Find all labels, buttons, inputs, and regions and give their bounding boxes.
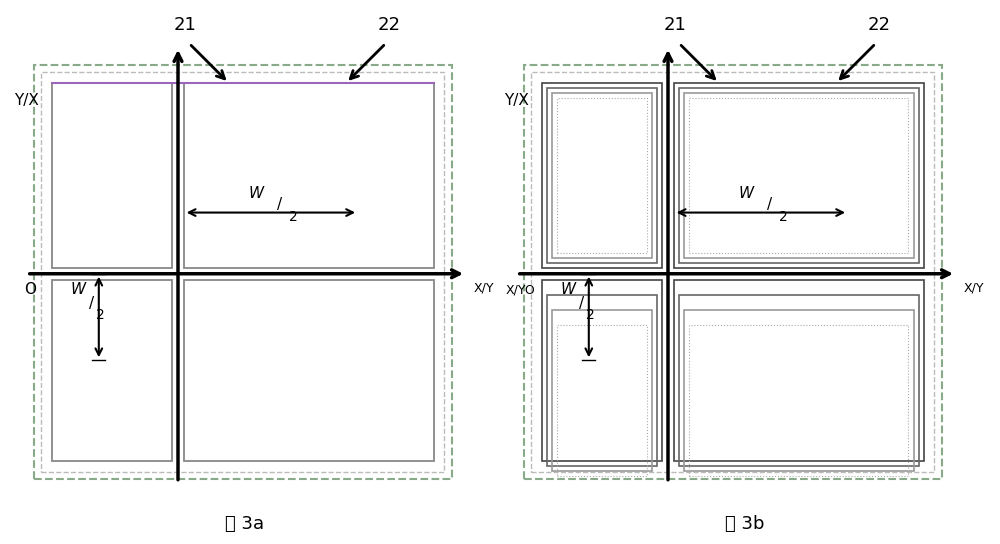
Text: $W$: $W$: [738, 185, 756, 201]
Bar: [674, 280, 924, 461]
Text: 图 3a: 图 3a: [225, 515, 265, 533]
Bar: [524, 65, 942, 479]
Text: /: /: [579, 296, 584, 311]
Bar: [552, 93, 652, 258]
Text: X/Y: X/Y: [473, 282, 494, 295]
Bar: [542, 280, 662, 461]
Text: Y/X: Y/X: [504, 94, 529, 108]
Bar: [689, 98, 908, 253]
Text: /: /: [277, 197, 282, 212]
Bar: [547, 88, 657, 263]
Text: 图 3b: 图 3b: [725, 515, 765, 533]
Text: $W$: $W$: [248, 185, 266, 201]
Text: $W$: $W$: [70, 281, 87, 297]
Bar: [684, 93, 914, 258]
Bar: [184, 280, 434, 461]
Text: X/YO: X/YO: [506, 283, 535, 296]
Text: 2: 2: [96, 308, 105, 322]
Bar: [552, 310, 652, 471]
Bar: [531, 72, 934, 472]
Text: /: /: [767, 197, 772, 212]
Text: 2: 2: [779, 210, 788, 224]
Text: /: /: [89, 296, 94, 311]
Bar: [674, 83, 924, 268]
Text: 21: 21: [174, 16, 197, 34]
Text: 22: 22: [378, 16, 401, 34]
Bar: [547, 295, 657, 466]
Bar: [557, 98, 647, 253]
Text: $W$: $W$: [560, 281, 577, 297]
Text: Y/X: Y/X: [14, 94, 39, 108]
Bar: [52, 280, 172, 461]
Text: 21: 21: [664, 16, 687, 34]
Bar: [679, 88, 919, 263]
Text: O: O: [24, 282, 36, 297]
Text: X/Y: X/Y: [963, 282, 984, 295]
Bar: [679, 295, 919, 466]
Text: 2: 2: [289, 210, 298, 224]
Bar: [34, 65, 452, 479]
Bar: [184, 83, 434, 268]
Bar: [41, 72, 444, 472]
Text: 22: 22: [868, 16, 891, 34]
Bar: [557, 325, 647, 476]
Text: 2: 2: [586, 308, 595, 322]
Bar: [542, 83, 662, 268]
Bar: [684, 310, 914, 471]
Bar: [689, 325, 908, 476]
Bar: [52, 83, 172, 268]
